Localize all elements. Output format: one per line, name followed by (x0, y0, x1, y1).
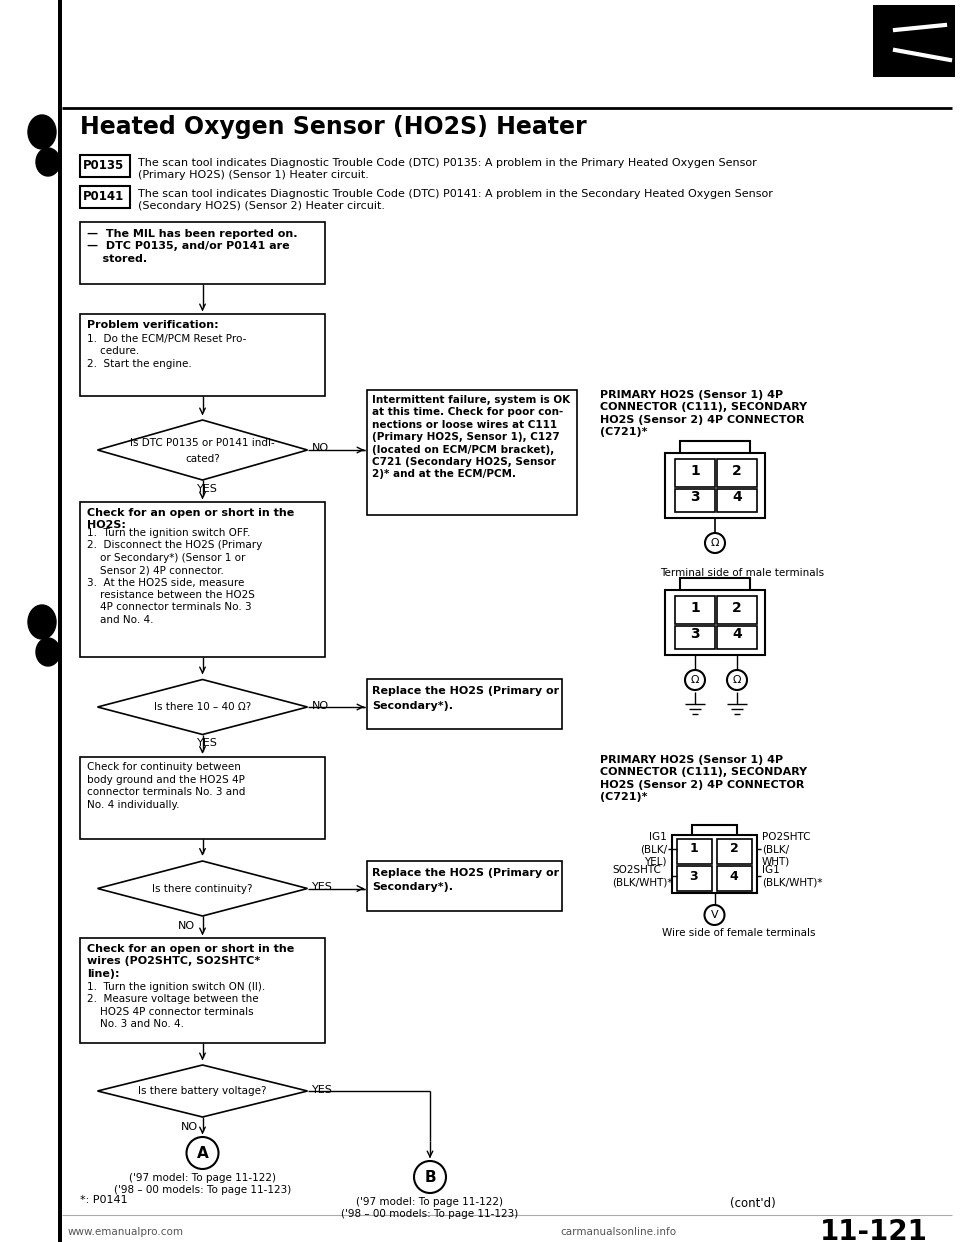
Text: Is there continuity?: Is there continuity? (153, 883, 252, 893)
Text: Replace the HO2S (Primary or: Replace the HO2S (Primary or (372, 867, 559, 878)
Ellipse shape (28, 605, 56, 638)
Text: SO2SHTC
(BLK/WHT)*: SO2SHTC (BLK/WHT)* (612, 864, 673, 887)
Text: Is there battery voltage?: Is there battery voltage? (138, 1086, 267, 1095)
Text: PO2SHTC
(BLK/
WHT): PO2SHTC (BLK/ WHT) (762, 832, 810, 867)
Text: Secondary*).: Secondary*). (372, 883, 453, 893)
Text: ('97 model: To page 11-122)
('98 – 00 models: To page 11-123): ('97 model: To page 11-122) ('98 – 00 mo… (114, 1172, 291, 1195)
Text: P0141: P0141 (83, 190, 124, 202)
FancyBboxPatch shape (717, 460, 757, 487)
FancyBboxPatch shape (717, 596, 757, 623)
Text: YES: YES (197, 739, 218, 749)
Text: 1: 1 (689, 842, 698, 856)
Text: NO: NO (180, 1122, 198, 1131)
FancyBboxPatch shape (367, 390, 577, 515)
Text: Is there 10 – 40 Ω?: Is there 10 – 40 Ω? (154, 702, 252, 712)
Text: Check for continuity between
body ground and the HO2S 4P
connector terminals No.: Check for continuity between body ground… (87, 763, 246, 810)
Circle shape (414, 1161, 446, 1194)
Text: carmanualsonline.info: carmanualsonline.info (560, 1227, 676, 1237)
Text: www.emanualpro.com: www.emanualpro.com (68, 1227, 184, 1237)
Text: YES: YES (311, 1086, 332, 1095)
Ellipse shape (36, 148, 60, 176)
FancyBboxPatch shape (717, 489, 757, 512)
Text: cated?: cated? (185, 455, 220, 465)
Text: IG1
(BLK/WHT)*: IG1 (BLK/WHT)* (762, 864, 823, 887)
Text: 11-121: 11-121 (820, 1218, 928, 1242)
FancyBboxPatch shape (80, 756, 325, 838)
Text: 3: 3 (689, 869, 698, 883)
Text: Ω: Ω (732, 674, 741, 686)
FancyBboxPatch shape (80, 314, 325, 396)
Ellipse shape (36, 638, 60, 666)
FancyBboxPatch shape (367, 679, 562, 729)
Polygon shape (98, 420, 307, 479)
Text: 4: 4 (732, 627, 742, 641)
Text: IG1
(BLK/
YEL): IG1 (BLK/ YEL) (640, 832, 667, 867)
FancyBboxPatch shape (58, 0, 62, 1242)
Text: P0135: P0135 (83, 159, 124, 171)
FancyBboxPatch shape (367, 861, 562, 910)
Text: 3: 3 (690, 627, 700, 641)
Circle shape (705, 905, 725, 925)
Text: 1: 1 (690, 601, 700, 615)
Text: 4: 4 (730, 869, 738, 883)
FancyBboxPatch shape (665, 453, 765, 518)
FancyBboxPatch shape (677, 840, 712, 864)
Text: Is DTC P0135 or P0141 indi-: Is DTC P0135 or P0141 indi- (131, 438, 275, 448)
FancyBboxPatch shape (717, 840, 752, 864)
Text: Secondary*).: Secondary*). (372, 700, 453, 710)
Text: 1.  Do the ECM/PCM Reset Pro-
    cedure.
2.  Start the engine.: 1. Do the ECM/PCM Reset Pro- cedure. 2. … (87, 334, 247, 369)
Text: PRIMARY HO2S (Sensor 1) 4P
CONNECTOR (C111), SECONDARY
HO2S (Sensor 2) 4P CONNEC: PRIMARY HO2S (Sensor 1) 4P CONNECTOR (C1… (600, 755, 807, 802)
FancyBboxPatch shape (80, 938, 325, 1043)
Text: *: P0141: *: P0141 (80, 1195, 128, 1205)
Text: Ω: Ω (691, 674, 699, 686)
Text: A: A (197, 1145, 208, 1160)
FancyBboxPatch shape (680, 441, 750, 455)
FancyBboxPatch shape (675, 626, 715, 650)
FancyBboxPatch shape (675, 460, 715, 487)
Text: NO: NO (178, 922, 195, 932)
FancyBboxPatch shape (80, 502, 325, 657)
Text: V: V (710, 910, 718, 920)
Text: The scan tool indicates Diagnostic Trouble Code (DTC) P0135: A problem in the Pr: The scan tool indicates Diagnostic Troub… (138, 158, 756, 180)
Polygon shape (98, 679, 307, 734)
Ellipse shape (28, 116, 56, 149)
FancyBboxPatch shape (665, 590, 765, 655)
Text: 4: 4 (732, 491, 742, 504)
Text: The scan tool indicates Diagnostic Trouble Code (DTC) P0141: A problem in the Se: The scan tool indicates Diagnostic Troub… (138, 189, 773, 211)
FancyBboxPatch shape (717, 866, 752, 891)
FancyBboxPatch shape (80, 186, 130, 207)
Circle shape (705, 533, 725, 553)
Text: 3: 3 (690, 491, 700, 504)
FancyBboxPatch shape (675, 489, 715, 512)
Text: Heated Oxygen Sensor (HO2S) Heater: Heated Oxygen Sensor (HO2S) Heater (80, 116, 587, 139)
FancyBboxPatch shape (80, 155, 130, 178)
Circle shape (186, 1136, 219, 1169)
Text: Problem verification:: Problem verification: (87, 320, 219, 330)
Text: —  The MIL has been reported on.
—  DTC P0135, and/or P0141 are
    stored.: — The MIL has been reported on. — DTC P0… (87, 229, 298, 263)
Text: NO: NO (311, 443, 328, 453)
Circle shape (727, 669, 747, 691)
Text: B: B (424, 1170, 436, 1185)
Text: Replace the HO2S (Primary or: Replace the HO2S (Primary or (372, 686, 559, 696)
Text: Check for an open or short in the
wires (PO2SHTC, SO2SHTC*
line):: Check for an open or short in the wires … (87, 944, 295, 979)
Text: YES: YES (311, 883, 332, 893)
FancyBboxPatch shape (692, 825, 737, 837)
Text: 1: 1 (690, 465, 700, 478)
Text: Check for an open or short in the
HO2S:: Check for an open or short in the HO2S: (87, 508, 295, 530)
FancyBboxPatch shape (717, 626, 757, 650)
Text: ('97 model: To page 11-122)
('98 – 00 models: To page 11-123): ('97 model: To page 11-122) ('98 – 00 mo… (342, 1197, 518, 1220)
Text: Intermittent failure, system is OK
at this time. Check for poor con-
nections or: Intermittent failure, system is OK at th… (372, 395, 570, 479)
Text: PRIMARY HO2S (Sensor 1) 4P
CONNECTOR (C111), SECONDARY
HO2S (Sensor 2) 4P CONNEC: PRIMARY HO2S (Sensor 1) 4P CONNECTOR (C1… (600, 390, 807, 437)
Text: (cont'd): (cont'd) (730, 1197, 776, 1210)
Text: YES: YES (197, 484, 218, 494)
Text: Terminal side of male terminals: Terminal side of male terminals (660, 568, 824, 578)
Text: 2: 2 (732, 601, 742, 615)
FancyBboxPatch shape (680, 578, 750, 592)
Text: 1.  Turn the ignition switch OFF.
2.  Disconnect the HO2S (Primary
    or Second: 1. Turn the ignition switch OFF. 2. Disc… (87, 528, 262, 625)
Circle shape (685, 669, 705, 691)
FancyBboxPatch shape (677, 866, 712, 891)
Polygon shape (98, 1064, 307, 1117)
FancyBboxPatch shape (672, 835, 757, 893)
Text: 2: 2 (730, 842, 738, 856)
Text: 1.  Turn the ignition switch ON (II).
2.  Measure voltage between the
    HO2S 4: 1. Turn the ignition switch ON (II). 2. … (87, 982, 265, 1030)
